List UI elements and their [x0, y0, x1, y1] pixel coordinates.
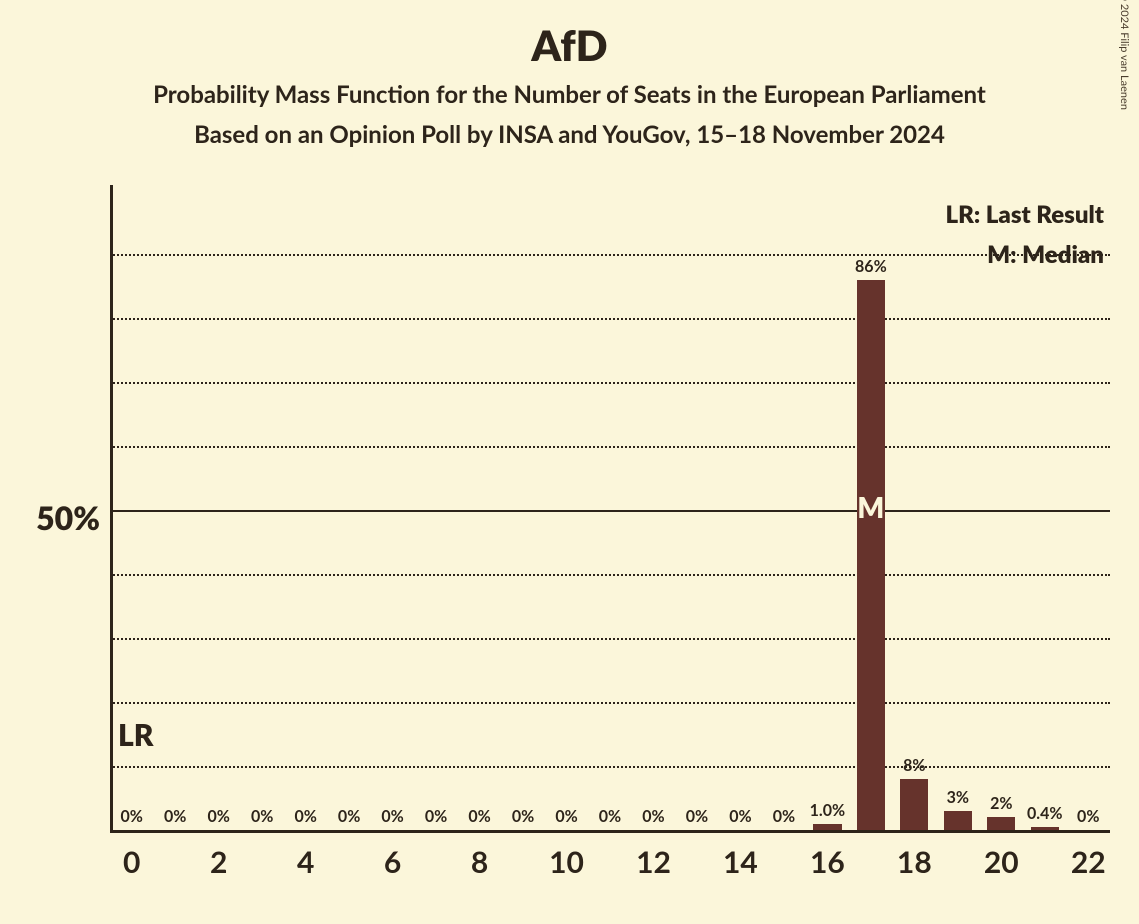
chart-container: AfD Probability Mass Function for the Nu…	[0, 0, 1139, 924]
bar-value-label: 0.4%	[1023, 804, 1066, 823]
x-tick-label: 16	[784, 844, 871, 880]
gridline	[110, 382, 1110, 384]
bar	[987, 817, 1015, 830]
x-tick-label: 18	[871, 844, 958, 880]
x-tick-label: 14	[697, 844, 784, 880]
bar-value-label: 86%	[849, 257, 892, 276]
x-tick-label: 6	[349, 844, 436, 880]
chart-title: AfD	[0, 20, 1139, 70]
gridline	[110, 318, 1110, 320]
gridline	[110, 510, 1110, 512]
bar-value-label: 0%	[545, 807, 588, 826]
x-tick-label: 4	[262, 844, 349, 880]
gridline	[110, 638, 1110, 640]
bar-value-label: 0%	[327, 807, 370, 826]
gridline	[110, 766, 1110, 768]
plot-area: 0%0%0%0%0%0%0%0%0%0%0%0%0%0%0%0%1.0%M86%…	[110, 190, 1110, 830]
bar-value-label: 0%	[762, 807, 805, 826]
bar	[900, 779, 928, 830]
gridline	[110, 702, 1110, 704]
bar-value-label: 0%	[110, 807, 153, 826]
gridline	[110, 446, 1110, 448]
y-axis	[110, 185, 113, 830]
chart-subtitle-2: Based on an Opinion Poll by INSA and You…	[0, 120, 1139, 149]
lr-marker: LR	[118, 717, 153, 753]
x-tick-label: 8	[436, 844, 523, 880]
bar-value-label: 0%	[1067, 807, 1110, 826]
x-tick-label: 22	[1045, 844, 1132, 880]
bar-value-label: 0%	[588, 807, 631, 826]
x-tick-label: 12	[610, 844, 697, 880]
gridline	[110, 574, 1110, 576]
bar-value-label: 3%	[936, 788, 979, 807]
x-tick-label: 10	[523, 844, 610, 880]
legend-median: M: Median	[987, 240, 1104, 269]
bar-value-label: 2%	[980, 794, 1023, 813]
legend-lr: LR: Last Result	[946, 200, 1104, 229]
bar-value-label: 0%	[458, 807, 501, 826]
median-marker: M	[857, 490, 885, 524]
bar	[944, 811, 972, 830]
bar-value-label: 1.0%	[806, 801, 849, 820]
bar-value-label: 0%	[240, 807, 283, 826]
bar-value-label: 0%	[501, 807, 544, 826]
x-axis	[110, 830, 1110, 833]
x-tick-label: 0	[88, 844, 175, 880]
bar-value-label: 0%	[153, 807, 196, 826]
x-tick-label: 2	[175, 844, 262, 880]
bar-value-label: 0%	[371, 807, 414, 826]
x-tick-label: 20	[958, 844, 1045, 880]
bar-value-label: 0%	[197, 807, 240, 826]
y-axis-label: 50%	[0, 498, 100, 537]
copyright-text: © 2024 Filip van Laenen	[1118, 0, 1131, 110]
bar-value-label: 0%	[675, 807, 718, 826]
chart-subtitle-1: Probability Mass Function for the Number…	[0, 80, 1139, 109]
bar-value-label: 8%	[893, 756, 936, 775]
bar-value-label: 0%	[632, 807, 675, 826]
bar	[857, 280, 885, 830]
bar-value-label: 0%	[719, 807, 762, 826]
bar-value-label: 0%	[414, 807, 457, 826]
bar-value-label: 0%	[284, 807, 327, 826]
gridline	[110, 254, 1110, 256]
